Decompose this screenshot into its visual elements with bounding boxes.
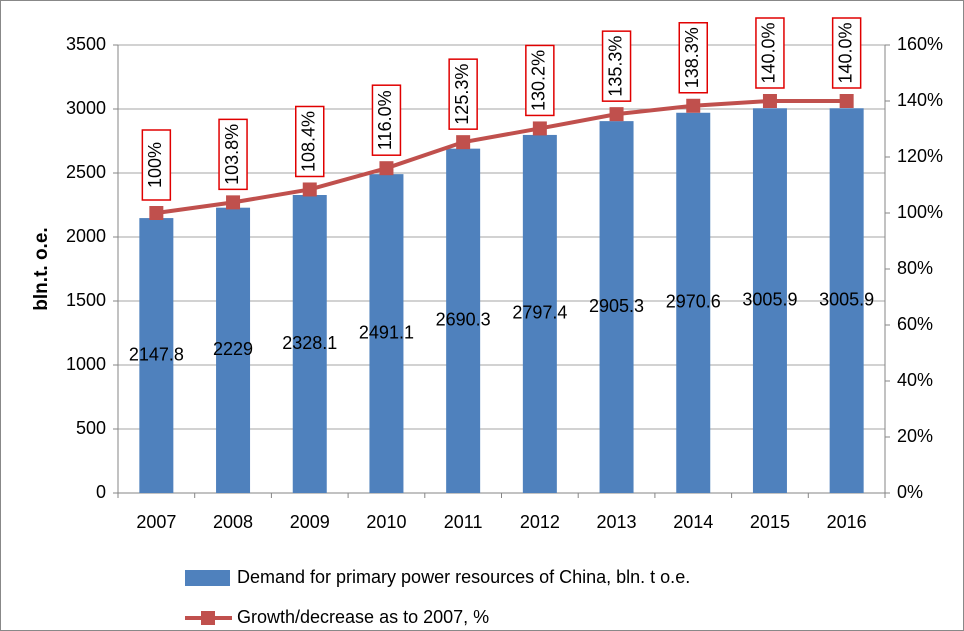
data-label-box: [601, 30, 632, 102]
marker: [686, 98, 701, 113]
x-tick-label: 2007: [136, 512, 176, 532]
y2-tick-label: 120%: [897, 146, 943, 166]
x-tick-label: 2010: [366, 512, 406, 532]
data-label: 2797.4: [512, 303, 567, 323]
y-tick-label: 500: [76, 418, 106, 438]
x-tick-label: 2015: [750, 512, 790, 532]
y2-tick-label: 140%: [897, 90, 943, 110]
y-tick-label: 2000: [66, 226, 106, 246]
data-label: 2147.8: [129, 344, 184, 364]
marker: [532, 121, 547, 136]
bar: [446, 148, 481, 493]
y2-tick-label: 60%: [897, 314, 933, 334]
data-label: 3005.9: [742, 289, 797, 309]
marker: [456, 135, 471, 150]
marker: [762, 94, 777, 108]
data-label: 135.3%: [605, 36, 625, 97]
data-label: 140.0%: [759, 22, 779, 83]
data-label: 130.2%: [529, 50, 549, 111]
y2-tick-label: 100%: [897, 202, 943, 222]
marker: [839, 94, 854, 108]
line: [156, 99, 847, 215]
x-tick-label: 2013: [597, 512, 637, 532]
y-tick-label: 0: [96, 482, 106, 502]
data-label: 100%: [145, 142, 165, 188]
y2-tick-label: 0%: [897, 482, 923, 502]
bar: [676, 112, 711, 494]
data-label: 125.3%: [452, 64, 472, 125]
marker: [302, 182, 317, 197]
data-label-box: [448, 58, 478, 130]
bar: [139, 218, 174, 493]
data-label-box: [831, 17, 862, 89]
legend-label: Growth/decrease as to 2007, %: [237, 607, 489, 627]
bar: [292, 195, 327, 493]
y-tick-label: 1500: [66, 290, 106, 310]
y-tick-label: 1000: [66, 354, 106, 374]
y2-tick-label: 80%: [897, 258, 933, 278]
data-label: 108.4%: [299, 111, 319, 172]
data-label: 2328.1: [282, 333, 337, 353]
y-tick-label: 3000: [66, 98, 106, 118]
x-tick-label: 2011: [444, 512, 483, 532]
y-tick-label: 3500: [66, 34, 106, 54]
data-label-box: [678, 22, 708, 94]
x-tick-label: 2012: [520, 512, 560, 532]
y-tick-label: 2500: [66, 162, 106, 182]
y2-tick-label: 40%: [897, 370, 933, 390]
bar: [599, 121, 634, 494]
data-label-box: [141, 129, 172, 201]
legend-swatch: [185, 570, 230, 586]
y-axis-label: bln.t. o.e.: [31, 227, 52, 310]
y2-tick-label: 160%: [897, 34, 943, 54]
x-tick-label: 2009: [290, 512, 330, 532]
bar: [522, 134, 557, 493]
bar: [369, 174, 404, 493]
legend-swatch: [201, 611, 215, 625]
data-label: 2491.1: [359, 322, 414, 342]
x-tick-label: 2016: [827, 512, 867, 532]
bar: [752, 108, 787, 493]
data-label-box: [755, 17, 785, 89]
marker: [149, 206, 164, 220]
marker: [226, 195, 241, 210]
data-label: 2229: [213, 339, 253, 359]
y2-tick-label: 20%: [897, 426, 933, 446]
data-label: 116.0%: [375, 90, 395, 150]
legend-label: Demand for primary power resources of Ch…: [237, 567, 690, 587]
data-label-box: [218, 118, 248, 191]
bar: [829, 108, 864, 493]
bar: [216, 207, 251, 494]
x-tick-label: 2008: [213, 512, 253, 532]
data-label: 2690.3: [436, 310, 491, 330]
data-label: 3005.9: [819, 289, 874, 309]
data-label: 103.8%: [222, 124, 242, 185]
data-label-box: [371, 84, 402, 156]
x-tick-label: 2014: [673, 512, 713, 532]
data-label: 2905.3: [589, 296, 644, 316]
data-label: 2970.6: [666, 292, 721, 312]
data-label-box: [295, 105, 325, 178]
marker: [379, 161, 394, 176]
data-label: 140.0%: [835, 22, 855, 83]
data-label: 138.3%: [682, 27, 702, 88]
marker: [609, 107, 624, 122]
data-label-box: [525, 44, 555, 117]
